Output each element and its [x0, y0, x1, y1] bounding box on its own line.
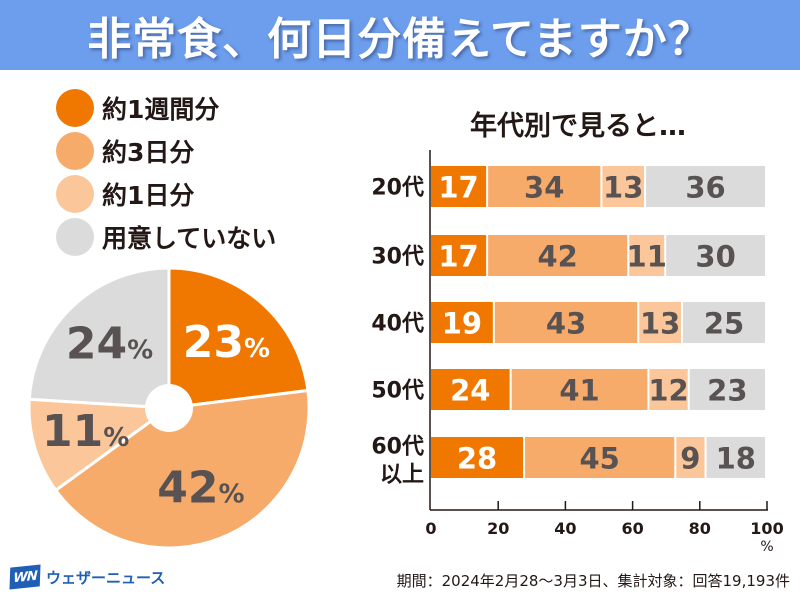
chart-title: 非常食、何日分備えてますか？	[87, 14, 713, 65]
bar-segment-three-days	[488, 235, 628, 276]
bar-segment-one-day	[649, 369, 688, 410]
weathernews-logo: WN ウェザーニュース	[9, 564, 166, 590]
legend-label: 約3日分	[102, 137, 195, 167]
pie-label-unit: %	[219, 480, 245, 510]
legend-label: 用意していない	[102, 223, 277, 253]
legend-swatch-one-day	[56, 174, 94, 213]
x-axis-unit: %	[760, 539, 773, 555]
bar-value-label: 17	[438, 240, 478, 274]
logo-text: ウェザーニュース	[46, 568, 166, 587]
bar-segment-three-days	[511, 369, 648, 410]
legend-item-week: 約1週間分	[56, 86, 276, 129]
bar-value-label: 12	[648, 374, 688, 408]
bar-segment-one-day	[629, 235, 665, 276]
legend-item-none: 用意していない	[56, 215, 276, 258]
bar-segment-none	[646, 166, 765, 207]
bar-value-label: 28	[457, 442, 497, 476]
bar-segment-none	[666, 235, 765, 276]
x-tick-label: 60	[621, 519, 643, 538]
bar-segment-week	[431, 437, 524, 478]
bar-segment-three-days	[488, 166, 601, 207]
pie-label: 42%	[157, 463, 244, 514]
logo-mark-text: WN	[13, 568, 37, 586]
bar-value-label: 45	[580, 442, 620, 476]
pie-chart: 23%42%11%24%	[27, 266, 311, 550]
bar-value-label: 30	[695, 240, 735, 274]
pie-label-value: 42	[157, 463, 218, 514]
legend: 約1週間分 約3日分 約1日分 用意していない	[56, 86, 276, 258]
pie-label-value: 11	[42, 406, 103, 457]
bar-segment-three-days	[525, 437, 675, 478]
bar-value-label: 19	[442, 307, 482, 341]
bar-segment-none	[689, 369, 765, 410]
pie-slice-week	[167, 266, 310, 410]
pie-center-hole	[145, 384, 193, 432]
bar-value-label: 42	[538, 240, 578, 274]
bar-segment-week	[431, 235, 487, 276]
bar-segment-week	[431, 369, 510, 410]
bar-value-label: 18	[716, 442, 756, 476]
bar-value-label: 23	[707, 374, 747, 408]
bar-value-label: 11	[627, 240, 667, 274]
legend-item-one-day: 約1日分	[56, 172, 276, 215]
x-tick-label: 80	[689, 519, 711, 538]
x-tick-label: 0	[425, 519, 436, 538]
bar-value-label: 24	[450, 374, 490, 408]
bar-segment-week	[431, 166, 487, 207]
bar-segment-three-days	[494, 302, 638, 343]
category-label: 60代	[371, 435, 424, 460]
pie-slice-none	[27, 266, 171, 410]
pie-label-unit: %	[244, 334, 270, 364]
bar-value-label: 17	[438, 171, 478, 205]
bar-value-label: 43	[546, 307, 586, 341]
bar-segment-one-day	[602, 166, 645, 207]
category-label: 20代	[371, 176, 424, 201]
bar-segment-one-day	[676, 437, 705, 478]
bar-value-label: 34	[524, 171, 564, 205]
header-banner: 非常食、何日分備えてますか？	[0, 0, 800, 70]
category-label: 40代	[371, 312, 424, 337]
bar-value-label: 13	[603, 171, 643, 205]
category-label: 30代	[371, 245, 424, 270]
pie-slice-one-day	[27, 397, 174, 493]
bar-segment-none	[706, 437, 765, 478]
pie-slice-three-days	[53, 388, 311, 550]
bar-segment-week	[431, 302, 493, 343]
bar-value-label: 13	[640, 307, 680, 341]
x-tick-label: 20	[487, 519, 509, 538]
pie-label-unit: %	[127, 336, 153, 366]
legend-item-three-days: 約3日分	[56, 129, 276, 172]
legend-label: 約1週間分	[102, 94, 220, 124]
survey-note: 期間：2024年2月28～3月3日、集計対象：回答19,193件	[396, 572, 790, 590]
pie-label-value: 23	[183, 317, 244, 368]
x-tick-label: 100	[750, 519, 783, 538]
bar-value-label: 36	[685, 171, 725, 205]
pie-label: 11%	[42, 406, 129, 457]
pie-label-value: 24	[66, 319, 127, 370]
logo-mark-icon: WN	[9, 564, 41, 590]
legend-swatch-none	[56, 217, 94, 256]
legend-swatch-week	[56, 88, 94, 127]
legend-swatch-three-days	[56, 131, 94, 170]
bar-segment-none	[683, 302, 765, 343]
bar-value-label: 25	[704, 307, 744, 341]
pie-label: 24%	[66, 319, 153, 370]
bar-chart-subtitle: 年代別で見ると…	[470, 111, 686, 142]
legend-label: 約1日分	[102, 180, 195, 210]
bar-segment-one-day	[639, 302, 681, 343]
category-label: 50代	[371, 379, 424, 404]
bar-value-label: 41	[559, 374, 599, 408]
x-tick-label: 40	[554, 519, 576, 538]
bar-value-label: 9	[680, 442, 700, 476]
pie-label: 23%	[183, 317, 270, 368]
pie-label-unit: %	[103, 423, 129, 453]
category-label: 以上	[380, 463, 424, 488]
